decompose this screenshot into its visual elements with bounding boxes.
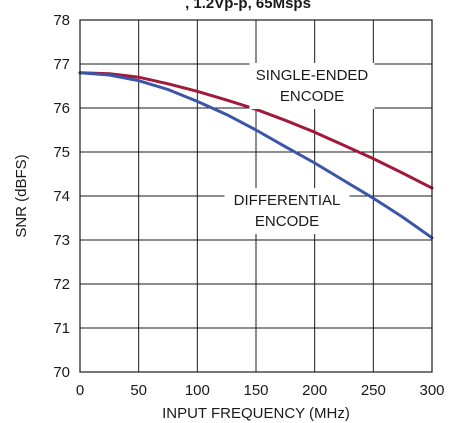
x-tick-label: 0	[76, 382, 84, 399]
x-tick-label: 50	[130, 382, 147, 399]
x-tick-labels: 0 50 100 150 200 250 300	[76, 382, 445, 399]
y-tick-label: 71	[53, 320, 70, 337]
annotation-bg	[249, 63, 375, 109]
plot-frame	[79, 19, 433, 373]
x-tick-label: 300	[419, 382, 444, 399]
y-tick-label: 77	[53, 56, 70, 73]
y-tick-label: 72	[53, 276, 70, 293]
x-tick-label: 250	[361, 382, 386, 399]
x-tick-label: 150	[243, 382, 268, 399]
series-line-0	[78, 71, 434, 190]
annotation-bg	[224, 188, 350, 234]
annotation-label: ENCODE	[280, 88, 344, 105]
y-tick-label: 78	[53, 12, 70, 29]
series-lines	[78, 71, 434, 240]
series-line-1	[78, 71, 434, 240]
x-tick-label: 100	[185, 382, 210, 399]
series-annotations: SINGLE-ENDED ENCODE DIFFERENTIAL ENCODE	[224, 63, 375, 234]
y-tick-label: 74	[53, 188, 70, 205]
chart-title-partial: , 1.2Vp-p, 65Msps	[185, 0, 311, 12]
y-tick-label: 76	[53, 100, 70, 117]
annotation-label: DIFFERENTIAL	[234, 192, 341, 209]
y-tick-labels: 70 71 72 73 74 75 76 77 78	[53, 12, 70, 381]
x-axis-title: INPUT FREQUENCY (MHz)	[162, 405, 350, 422]
y-tick-label: 70	[53, 364, 70, 381]
x-tick-label: 200	[302, 382, 327, 399]
y-axis-title: SNR (dBFS)	[13, 154, 30, 237]
y-tick-label: 75	[53, 144, 70, 161]
annotation-label: ENCODE	[255, 213, 319, 230]
y-tick-label: 73	[53, 232, 70, 249]
annotation-label: SINGLE-ENDED	[256, 67, 369, 84]
